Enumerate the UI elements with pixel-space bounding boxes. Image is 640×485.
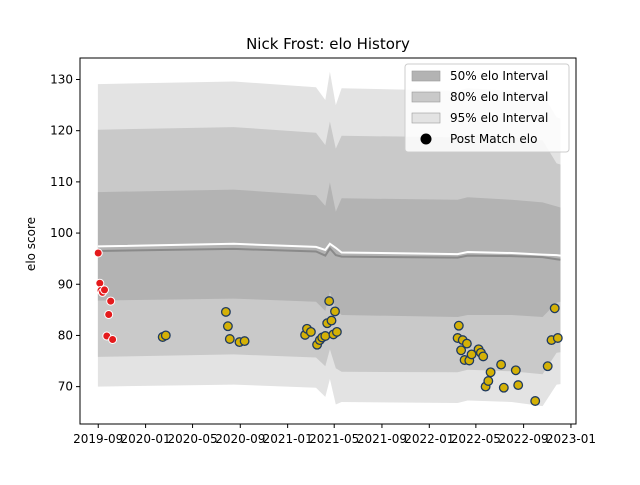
- post-match-elo-point: [466, 349, 477, 360]
- legend-label: Post Match elo: [450, 132, 537, 146]
- post-match-elo-point: [324, 296, 335, 307]
- plot-area: [93, 71, 563, 407]
- chart-title: Nick Frost: elo History: [246, 35, 410, 53]
- mean-elo-line: [97, 242, 561, 257]
- x-tick-label: 2021-01: [263, 432, 313, 446]
- y-tick-label: 80: [58, 328, 73, 342]
- post-match-elo-point: [496, 359, 507, 370]
- post-match-elo-point: [498, 382, 509, 393]
- post-match-elo-point: [542, 361, 553, 372]
- x-tick-label: 2021-09: [357, 432, 407, 446]
- post-match-elo-point: [239, 336, 250, 347]
- post-match-elo-point: [330, 306, 340, 317]
- x-tick-label: 2022-01: [404, 432, 454, 446]
- y-tick-label: 120: [50, 124, 73, 138]
- post-match-elo-point: [552, 333, 563, 343]
- legend: 50% elo Interval 80% elo Interval 95% elo …: [404, 63, 570, 153]
- y-tick-label: 130: [50, 72, 73, 86]
- post-match-elo-point: [104, 310, 114, 319]
- y-tick-label: 70: [58, 380, 73, 394]
- post-match-elo-point: [461, 338, 472, 349]
- post-match-elo-point: [485, 367, 496, 378]
- x-tick-label: 2022-05: [451, 432, 501, 446]
- post-match-elo-point: [331, 326, 342, 337]
- post-match-elo-point: [549, 303, 560, 314]
- x-tick-label: 2020-09: [215, 432, 265, 446]
- post-match-elo-point: [320, 331, 331, 341]
- post-match-elo-point: [222, 321, 233, 332]
- post-match-elo-point: [224, 334, 235, 344]
- post-match-elo-point: [106, 296, 116, 306]
- post-match-elo-point: [100, 285, 109, 295]
- axes-frame: [79, 57, 577, 425]
- x-tick-label: 2022-09: [499, 432, 549, 446]
- post-match-elo-point: [108, 335, 118, 344]
- x-tick-label: 2020-05: [167, 432, 217, 446]
- post-match-elo-point: [93, 248, 103, 258]
- legend-label: 80% elo Interval: [450, 90, 548, 104]
- y-tick-label: 90: [58, 277, 73, 291]
- x-tick-label: 2021-05: [309, 432, 359, 446]
- x-tick-label: 2020-01: [121, 432, 171, 446]
- post-match-elo-point: [530, 396, 541, 406]
- legend-label: 95% elo Interval: [450, 111, 548, 125]
- post-match-elo-point: [456, 345, 467, 356]
- legend-swatch: [411, 91, 441, 103]
- legend-label: 50% elo Interval: [450, 69, 548, 83]
- post-match-elo-point: [220, 306, 231, 317]
- y-tick-label: 110: [50, 175, 73, 189]
- y-axis-label: elo score: [24, 217, 38, 271]
- post-match-elo-point: [326, 315, 337, 326]
- y-tick-label: 100: [50, 226, 73, 240]
- x-tick-label: 2019-09: [73, 432, 123, 446]
- post-match-elo-point: [160, 330, 171, 341]
- legend-marker: [420, 133, 432, 145]
- post-match-elo-point: [483, 376, 494, 386]
- post-match-elo-point: [478, 351, 489, 362]
- legend-swatch: [411, 70, 441, 82]
- legend-box: [404, 63, 570, 153]
- median-elo-line: [97, 246, 561, 261]
- x-tick-label: 2023-01: [546, 432, 596, 446]
- post-match-elo-point: [513, 380, 524, 391]
- post-match-elo-point: [305, 326, 316, 337]
- legend-swatch: [411, 112, 441, 124]
- post-match-elo-point: [453, 320, 464, 331]
- post-match-elo-point: [510, 365, 521, 376]
- axes: 7080901001101201302019-092020-012020-052…: [50, 57, 596, 446]
